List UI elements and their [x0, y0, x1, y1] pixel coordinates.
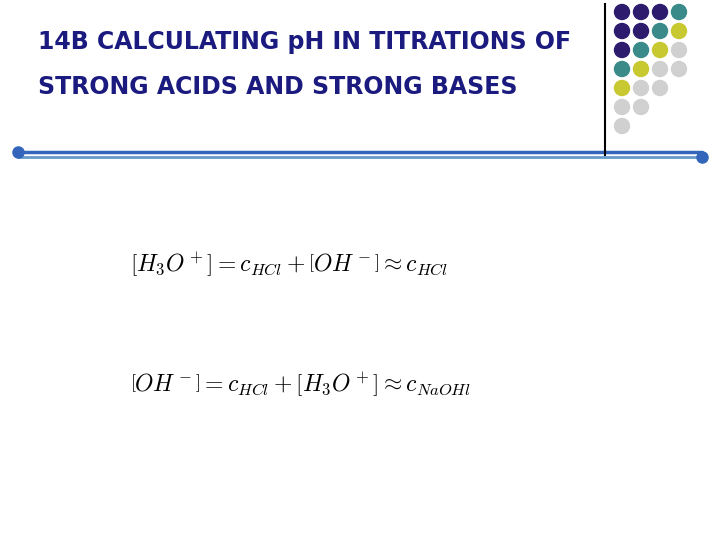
Text: 14B CALCULATING pH IN TITRATIONS OF: 14B CALCULATING pH IN TITRATIONS OF — [38, 30, 571, 54]
Circle shape — [614, 24, 629, 38]
Circle shape — [652, 43, 667, 57]
Circle shape — [634, 80, 649, 96]
Circle shape — [614, 99, 629, 114]
Circle shape — [634, 99, 649, 114]
Circle shape — [652, 62, 667, 77]
Circle shape — [634, 4, 649, 19]
Text: $\left[H_3O^+\right]= c_{HCl} + \left[OH^-\right] \approx c_{HCl}$: $\left[H_3O^+\right]= c_{HCl} + \left[OH… — [130, 251, 448, 279]
Circle shape — [634, 43, 649, 57]
Circle shape — [652, 4, 667, 19]
Circle shape — [672, 4, 686, 19]
Circle shape — [614, 4, 629, 19]
Circle shape — [652, 80, 667, 96]
Circle shape — [672, 62, 686, 77]
Circle shape — [614, 80, 629, 96]
Circle shape — [614, 43, 629, 57]
Text: $\left[OH^-\right]= c_{HCl} + \left[H_3O^+\right] \approx c_{NaOHl}$: $\left[OH^-\right]= c_{HCl} + \left[H_3O… — [130, 371, 471, 399]
Circle shape — [634, 62, 649, 77]
Circle shape — [672, 24, 686, 38]
Circle shape — [614, 62, 629, 77]
Circle shape — [672, 43, 686, 57]
Circle shape — [652, 24, 667, 38]
Circle shape — [614, 118, 629, 133]
Circle shape — [634, 24, 649, 38]
Text: STRONG ACIDS AND STRONG BASES: STRONG ACIDS AND STRONG BASES — [38, 75, 518, 99]
